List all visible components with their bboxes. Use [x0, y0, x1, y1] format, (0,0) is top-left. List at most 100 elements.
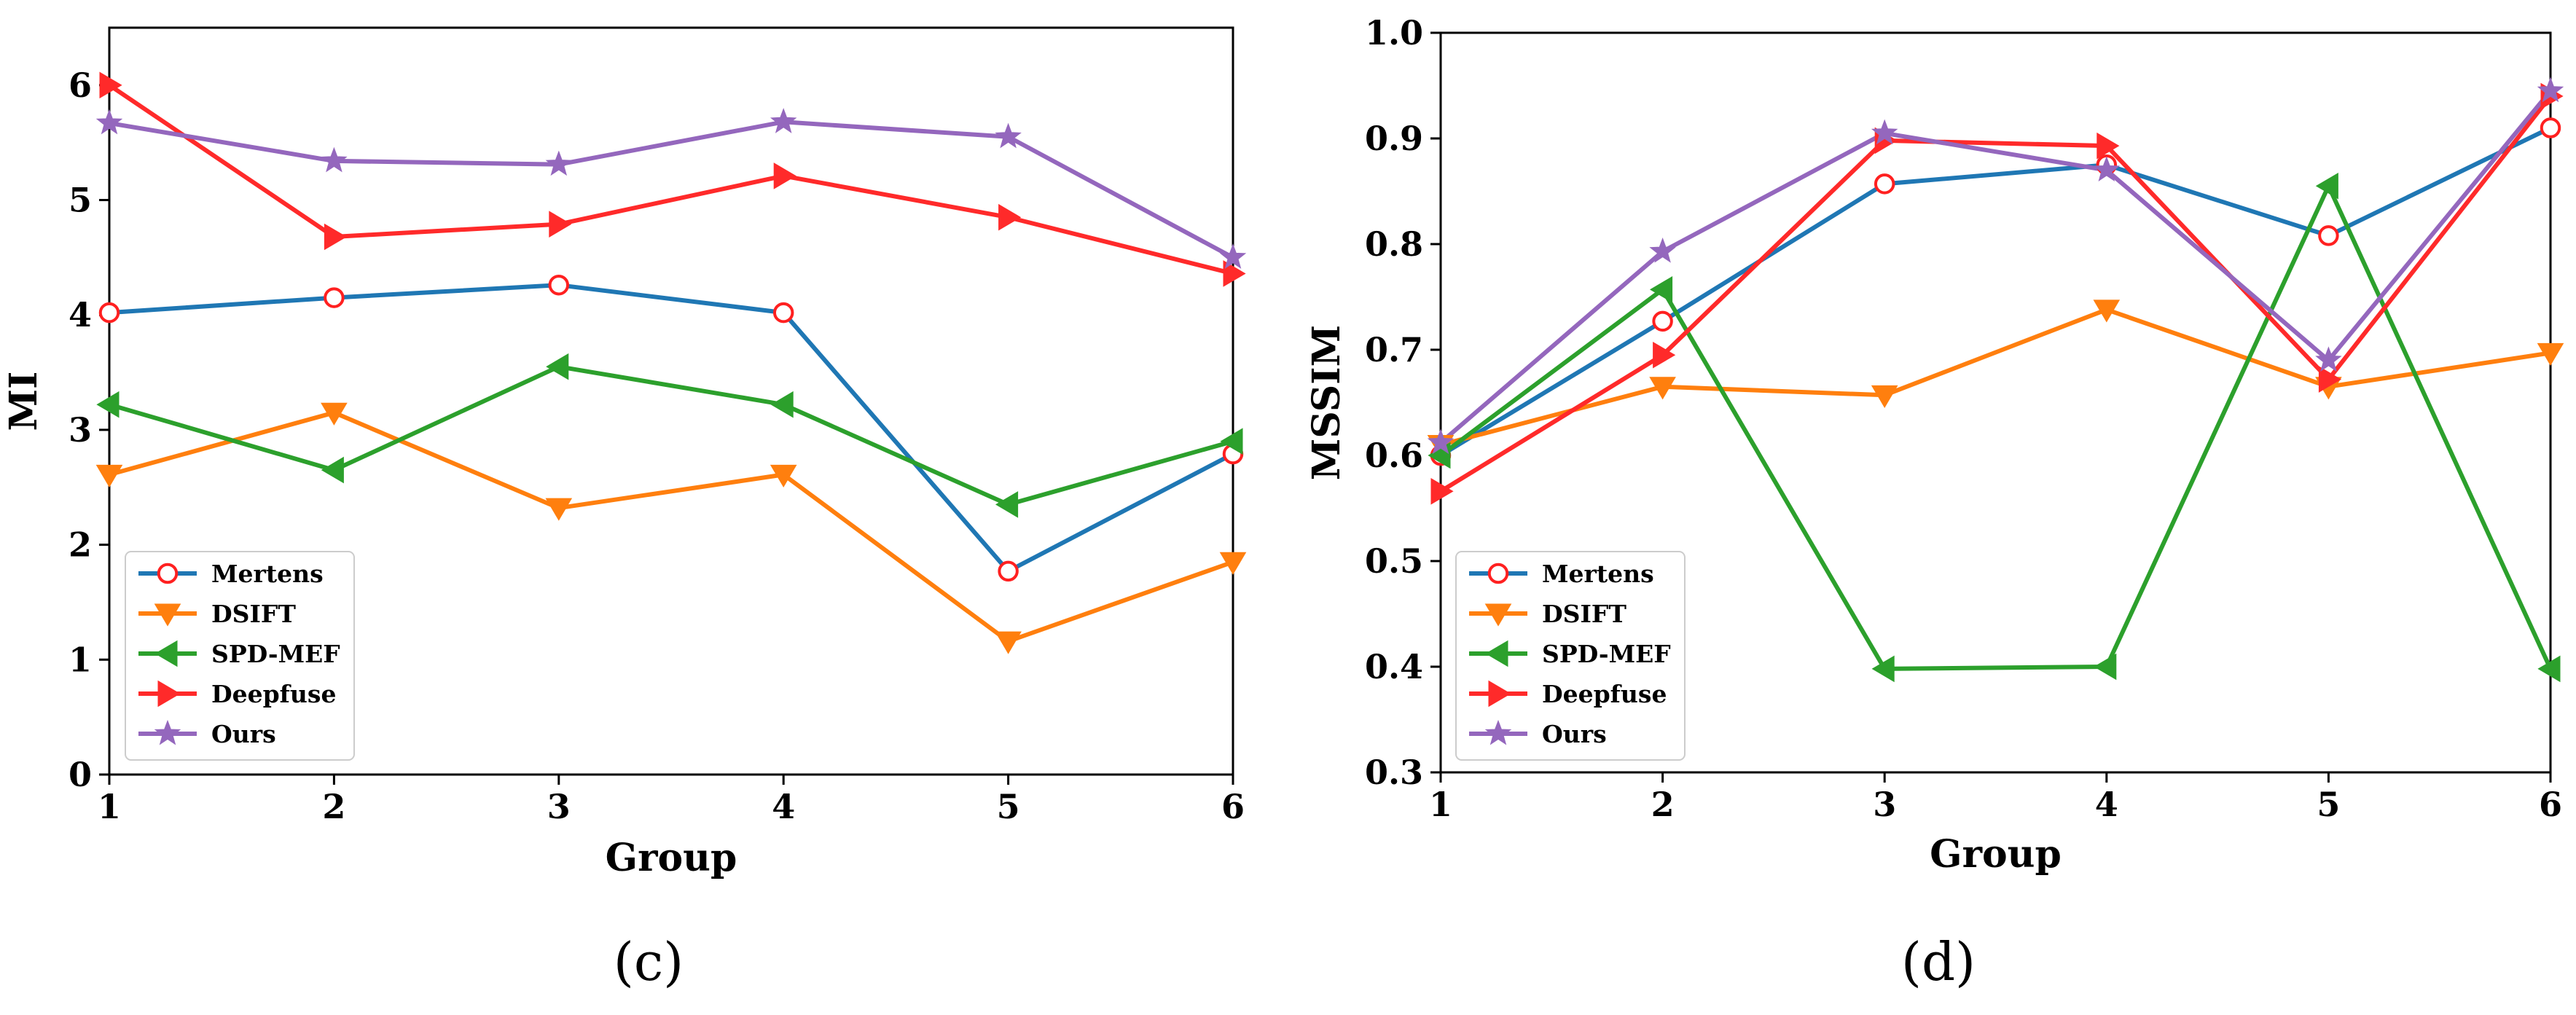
data-point-ours: [2315, 346, 2342, 372]
series-line-mertens: [109, 283, 1233, 573]
y-tick-label: 0.6: [1365, 436, 1423, 475]
data-point-mertens: [772, 302, 794, 324]
data-point-spd-mef: [995, 491, 1019, 518]
data-point-dsift: [545, 498, 573, 521]
legend-box: [1455, 551, 1686, 761]
data-point-spd-mef: [96, 391, 120, 418]
y-axis-label: MSSIM: [1304, 325, 1349, 480]
y-tick-label: 0.9: [1365, 119, 1423, 158]
data-point-spd-mef: [2094, 653, 2117, 681]
x-tick-label: 5: [2317, 785, 2340, 824]
data-point-ours: [995, 122, 1022, 149]
y-tick-label: 6: [68, 66, 92, 105]
series-line-deepfuse: [1441, 95, 2550, 493]
legend-label-ours: Ours: [1542, 720, 1607, 748]
legend-marker-deepfuse: [157, 680, 181, 708]
data-point-ours: [545, 150, 573, 176]
legend-marker-mertens: [157, 563, 179, 584]
data-point-deepfuse: [773, 162, 796, 189]
legend-marker-deepfuse: [1488, 680, 1511, 708]
data-point-mertens: [1652, 310, 1673, 332]
x-tick-label: 6: [1221, 787, 1245, 826]
y-tick-label: 0: [68, 755, 92, 794]
series-line-ours: [1441, 89, 2550, 444]
data-point-mertens: [1874, 173, 1895, 195]
y-tick-label: 1: [68, 640, 92, 679]
data-point-ours: [1649, 237, 1676, 263]
legend: Mertens DSIFT SPD-MEF Deepfuse Ours: [125, 551, 355, 761]
x-tick-label: 4: [2095, 785, 2118, 824]
data-point-ours: [1871, 119, 1898, 145]
legend-marker-ours: [154, 719, 181, 745]
series-lines: [109, 83, 1233, 644]
x-tick-label: 3: [1873, 785, 1896, 824]
y-tick-label: 5: [68, 181, 92, 220]
x-axis-label: Group: [1930, 832, 2062, 877]
data-point-ours: [2093, 156, 2121, 182]
data-point-dsift: [1871, 385, 1898, 408]
series-line-mertens: [1441, 125, 2550, 458]
legend-label-mertens: Mertens: [211, 560, 324, 588]
y-tick-label: 4: [68, 295, 92, 334]
data-point-spd-mef: [1871, 655, 1895, 683]
x-tick-label: 2: [1651, 785, 1675, 824]
data-point-ours: [1427, 428, 1455, 455]
y-tick-label: 0.8: [1365, 224, 1423, 264]
legend-marker-mertens: [1487, 563, 1509, 584]
x-tick-label: 1: [1429, 785, 1452, 824]
series-line-spd-mef: [109, 364, 1233, 507]
data-point-spd-mef: [2537, 655, 2561, 683]
series-line-dsift: [109, 410, 1233, 644]
data-point-dsift: [95, 464, 123, 488]
y-axis-label: MI: [1, 372, 46, 431]
x-axis-label: Group: [606, 836, 737, 880]
series-line-deepfuse: [109, 83, 1233, 276]
x-tick-label: 5: [997, 787, 1020, 826]
data-point-mertens: [548, 274, 570, 296]
legend-label-dsift: DSIFT: [211, 600, 296, 628]
data-point-spd-mef: [546, 353, 569, 380]
data-point-deepfuse: [998, 203, 1022, 231]
series-line-dsift: [1441, 307, 2550, 447]
x-tick-label: 4: [772, 787, 795, 826]
data-point-deepfuse: [2318, 366, 2342, 393]
data-point-spd-mef: [1649, 276, 1673, 303]
data-point-deepfuse: [1223, 260, 1246, 287]
legend-label-dsift: DSIFT: [1542, 600, 1626, 628]
data-point-deepfuse: [1653, 341, 1676, 369]
x-tick-label: 3: [547, 787, 571, 826]
series-line-spd-mef: [1441, 184, 2550, 671]
data-point-dsift: [1219, 552, 1247, 575]
legend-marker-spd-mef: [154, 640, 178, 667]
data-point-mertens: [2318, 225, 2339, 246]
data-point-spd-mef: [321, 456, 344, 484]
data-point-spd-mef: [770, 391, 794, 418]
panel-caption: (d): [1901, 931, 1976, 992]
data-point-spd-mef: [1220, 428, 1243, 455]
y-tick-label: 0.4: [1365, 647, 1423, 686]
legend-marker-dsift: [1484, 603, 1512, 627]
x-tick-label: 2: [322, 787, 345, 826]
data-point-mertens: [2540, 117, 2561, 138]
data-point-dsift: [2537, 342, 2564, 366]
data-point-deepfuse: [2097, 132, 2120, 160]
data-point-dsift: [1649, 377, 1676, 400]
series-lines: [1441, 89, 2550, 671]
legend-box: [125, 551, 355, 761]
legend-marker-ours: [1484, 719, 1512, 745]
legend-label-ours: Ours: [211, 720, 276, 748]
data-point-deepfuse: [549, 211, 572, 238]
y-tick-label: 2: [68, 525, 92, 565]
data-point-deepfuse: [324, 223, 348, 251]
plot-area-frame: [1439, 31, 2552, 774]
data-point-ours: [321, 146, 348, 173]
series-line-ours: [109, 119, 1233, 260]
legend-label-deepfuse: Deepfuse: [211, 680, 336, 708]
data-point-deepfuse: [99, 71, 122, 99]
legend: Mertens DSIFT SPD-MEF Deepfuse Ours: [1455, 551, 1686, 761]
y-tick-label: 0.3: [1365, 753, 1423, 792]
legend-label-spd-mef: SPD-MEF: [1542, 640, 1671, 668]
data-point-ours: [1219, 243, 1247, 269]
data-point-dsift: [2093, 299, 2121, 323]
